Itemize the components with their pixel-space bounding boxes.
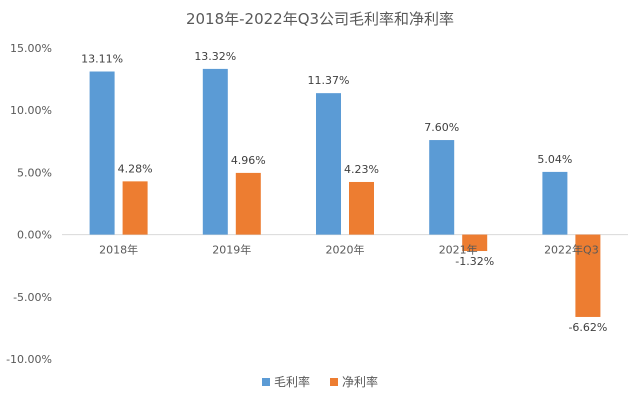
data-label: 13.11% (81, 53, 123, 66)
legend-label: 净利率 (342, 374, 378, 389)
x-tick-label: 2022年Q3 (544, 243, 599, 257)
y-tick-label: 10.00% (10, 104, 52, 117)
data-label: -1.32% (455, 255, 494, 268)
data-label: 13.32% (194, 50, 236, 63)
bars (89, 68, 601, 317)
net-margin-bar (349, 181, 374, 235)
y-tick-label: -10.00% (6, 353, 52, 366)
net-margin-bar (575, 234, 601, 317)
data-label: 11.37% (308, 74, 350, 87)
y-axis: 15.00% 10.00% 5.00% 0.00% -5.00% -10.00% (6, 42, 52, 366)
x-tick-label: 2018年 (99, 243, 138, 257)
y-tick-label: 5.00% (17, 166, 52, 179)
data-label: 4.23% (344, 163, 379, 176)
data-label: 4.96% (231, 154, 266, 167)
x-tick-label: 2021年 (439, 243, 478, 257)
x-tick-label: 2019年 (212, 243, 251, 257)
legend-swatch (262, 378, 270, 386)
gross-margin-bar (429, 140, 455, 235)
y-tick-label: 15.00% (10, 42, 52, 55)
gross-margin-bar (542, 171, 568, 235)
net-margin-bar (462, 234, 488, 252)
legend-label: 毛利率 (274, 374, 310, 389)
data-label: 5.04% (537, 153, 572, 166)
chart-title: 2018年-2022年Q3公司毛利率和净利率 (186, 10, 454, 28)
gross-margin-bar (316, 93, 341, 235)
legend-swatch (330, 378, 338, 386)
net-margin-bar (122, 181, 148, 235)
data-label: 7.60% (424, 121, 459, 134)
y-tick-label: -5.00% (13, 291, 52, 304)
legend: 毛利率 净利率 (262, 374, 378, 389)
data-label: -6.62% (568, 321, 607, 334)
gross-margin-bar (202, 68, 228, 235)
x-tick-label: 2020年 (326, 243, 365, 257)
gross-margin-bar (89, 71, 115, 235)
data-labels: 13.11% 4.28% 13.32% 4.96% 11.37% 4.23% 7.60% -1… (81, 50, 607, 334)
y-tick-label: 0.00% (17, 229, 52, 242)
x-axis: 2018年 2019年 2020年 2021年 2022年Q3 (99, 243, 599, 257)
net-margin-bar (235, 172, 261, 235)
data-label: 4.28% (118, 162, 153, 175)
